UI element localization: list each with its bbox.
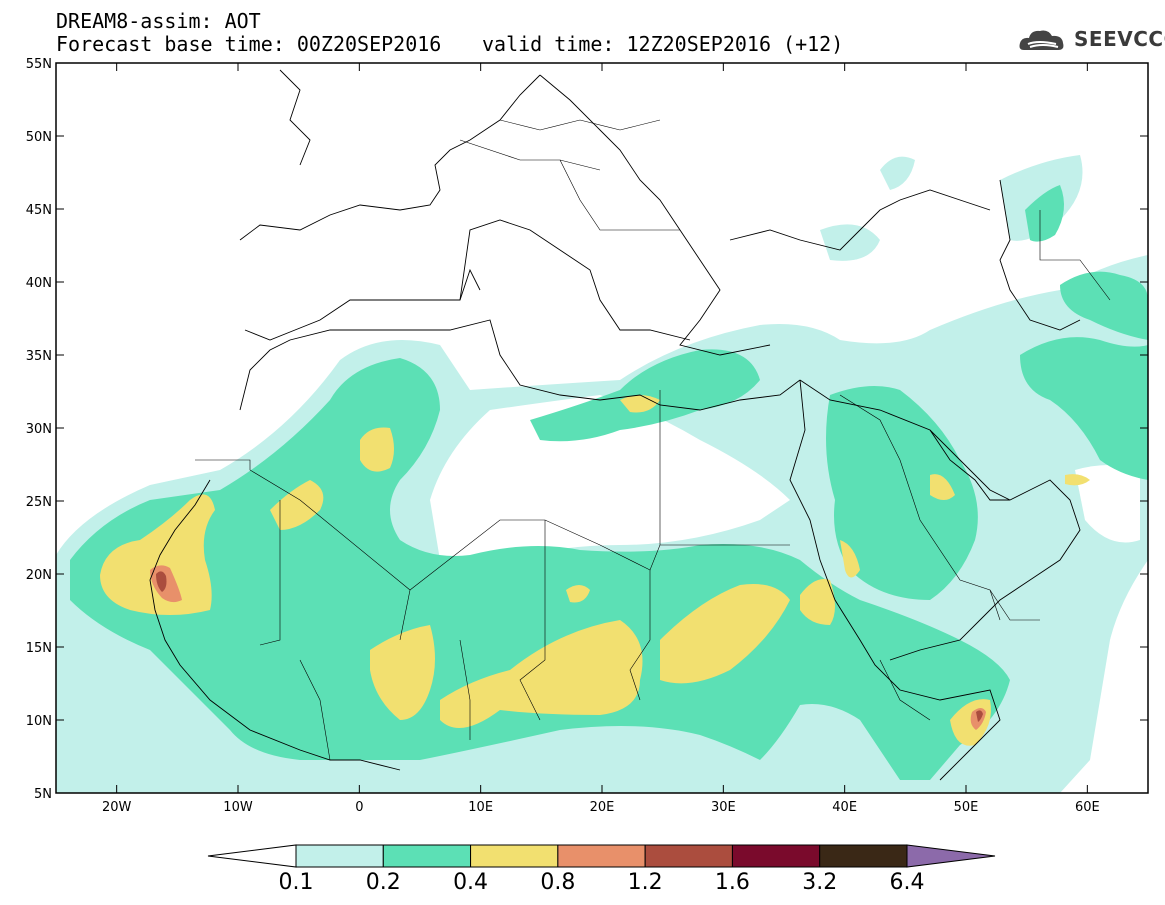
colorbar-segment (382, 844, 472, 868)
lat-tick-label: 40N (26, 276, 52, 291)
lat-tick-label: 35N (26, 349, 52, 364)
colorbar-level-label: 0.1 (278, 870, 314, 895)
colorbar-level-label: 1.6 (714, 870, 750, 895)
lat-tick-label: 55N (26, 57, 52, 72)
forecast-base-time: Forecast base time: 00Z20SEP2016 (56, 32, 442, 56)
lon-tick-label: 20W (102, 800, 132, 815)
lat-tick-label: 45N (26, 203, 52, 218)
logo-text: SEEVCCC (1074, 27, 1165, 51)
lat-tick-label: 30N (26, 422, 52, 437)
aot-field (56, 155, 1148, 793)
colorbar (207, 844, 996, 868)
colorbar-min-triangle (207, 844, 297, 868)
y-ticks: 5N 10N 15N 20N 25N 30N 35N 40N 45N 50N 55N (26, 57, 1148, 802)
colorbar-level-label: 0.8 (540, 870, 576, 895)
colorbar-segment (557, 844, 646, 868)
lat-tick-label: 15N (26, 641, 52, 656)
x-ticks: 20W 10W 0 10E 20E 30E 40E 50E 60E (102, 63, 1100, 815)
colorbar-level-label: 0.2 (365, 870, 401, 895)
colorbar-max-triangle (906, 844, 996, 868)
colorbar-segment (470, 844, 559, 868)
chart-title: DREAM8-assim: AOT (56, 9, 261, 33)
colorbar-segment (644, 844, 733, 868)
lon-tick-label: 20E (590, 800, 615, 815)
lon-tick-label: 30E (711, 800, 736, 815)
cloud-logo-icon (1019, 30, 1064, 50)
lon-tick-label: 40E (832, 800, 857, 815)
colorbar-segment (295, 844, 384, 868)
colorbar-level-label: 0.4 (453, 870, 489, 895)
lat-tick-label: 25N (26, 495, 52, 510)
lat-tick-label: 5N (34, 787, 52, 802)
colorbar-level-label: 3.2 (802, 870, 838, 895)
lat-tick-label: 50N (26, 130, 52, 145)
lon-tick-label: 10E (468, 800, 493, 815)
colorbar-level-label: 1.2 (627, 870, 663, 895)
lon-tick-label: 60E (1075, 800, 1100, 815)
lat-tick-label: 20N (26, 568, 52, 583)
valid-time: valid time: 12Z20SEP2016 (+12) (482, 32, 844, 56)
lat-tick-label: 10N (26, 714, 52, 729)
country-borders (195, 119, 1111, 761)
colorbar-segment (819, 844, 908, 868)
lon-tick-label: 0 (355, 800, 363, 815)
lon-tick-label: 10W (223, 800, 253, 815)
colorbar-level-label: 6.4 (889, 870, 925, 895)
colorbar-segment (731, 844, 821, 868)
lon-tick-label: 50E (954, 800, 979, 815)
